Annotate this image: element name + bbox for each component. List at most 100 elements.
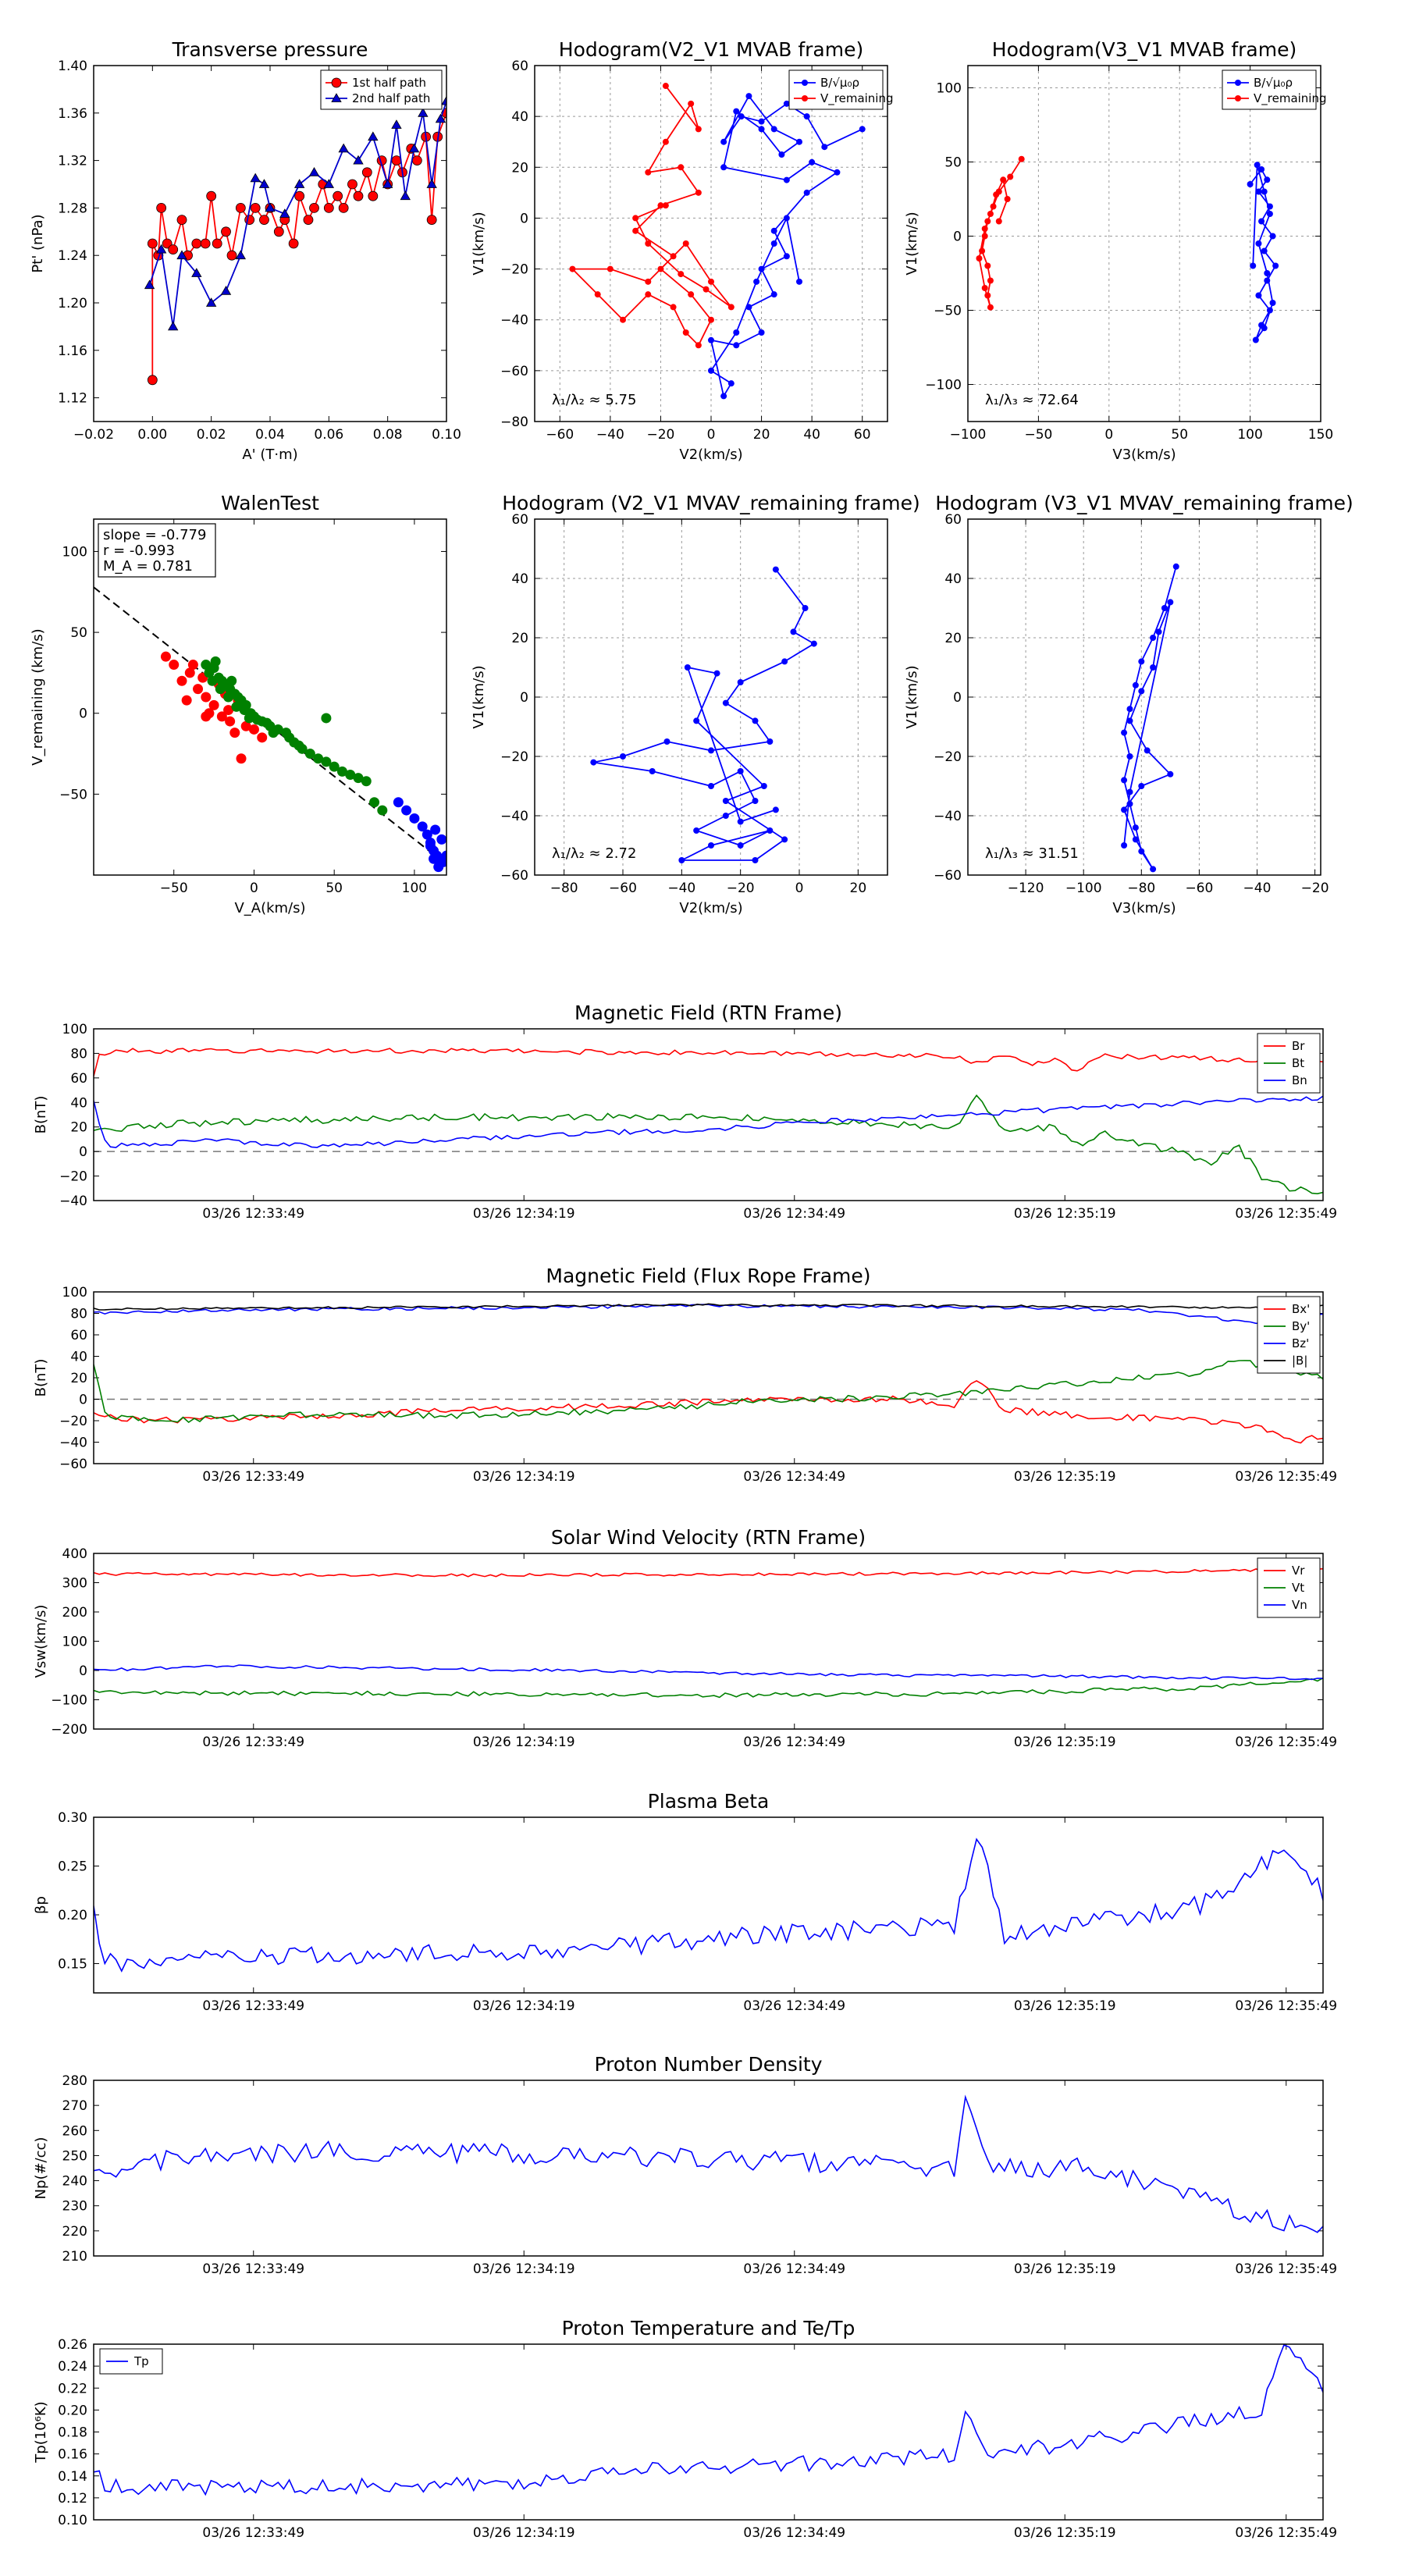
legend-box — [320, 69, 443, 110]
panel-tp: Transverse pressure −0.02 0.00 0.02 0.04 0.06… — [30, 38, 461, 463]
y-tick-label: 0 — [79, 1393, 87, 1408]
series-b-sqrt-mu0-rho- — [1247, 162, 1279, 343]
axes-frame — [93, 1028, 1324, 1201]
y-axis-label: Vsw(km/s) — [33, 1605, 49, 1678]
panel-wt: WalenTest −50 0 50 100 −50 0 50 100 V_A(km/s) V_re… — [30, 492, 447, 916]
data-point — [361, 776, 372, 787]
x-tick-label: 03/26 12:35:49 — [1235, 1998, 1337, 2014]
x-tick-label: 0 — [707, 427, 716, 443]
y-tick-label: −20 — [500, 262, 528, 278]
data-point — [1261, 188, 1268, 195]
legend-label: B/√μ₀ρ — [1254, 76, 1293, 90]
legend-label: Vr — [1292, 1564, 1305, 1578]
data-point — [708, 783, 714, 789]
series-v-remaining — [976, 155, 1025, 311]
data-point — [778, 151, 785, 158]
data-point — [258, 179, 270, 188]
y-tick-label: 0 — [79, 706, 87, 722]
series-v-remaining — [590, 566, 817, 863]
y-tick-label: 280 — [62, 2073, 87, 2089]
series-line — [1249, 165, 1277, 341]
data-point — [781, 658, 788, 665]
y-axis-label: V1(km/s) — [904, 212, 920, 275]
x-tick-label: 03/26 12:34:49 — [743, 1998, 845, 2014]
data-point — [727, 380, 735, 387]
data-point — [662, 202, 669, 209]
x-tick-label: −20 — [727, 881, 755, 896]
x-tick-label: −120 — [1008, 881, 1044, 896]
y-tick-label: −100 — [925, 378, 962, 393]
data-point — [1018, 155, 1025, 162]
stats-line: r = -0.993 — [103, 543, 175, 559]
data-point — [1272, 262, 1279, 269]
data-point — [708, 336, 714, 343]
x-tick-label: 20 — [753, 427, 770, 443]
data-point — [790, 628, 797, 635]
data-point — [733, 329, 740, 336]
data-point — [401, 805, 412, 816]
x-tick-label: 03/26 12:33:49 — [202, 1469, 304, 1485]
data-point — [987, 304, 994, 311]
y-tick-label: 80 — [70, 1307, 87, 1322]
y-tick-label: 0 — [520, 690, 528, 706]
data-point — [1138, 848, 1145, 855]
series-line — [94, 1360, 1323, 1424]
data-point — [693, 717, 700, 724]
series-vt — [94, 1677, 1323, 1699]
legend-label: Tp — [133, 2354, 149, 2368]
data-point — [708, 747, 714, 754]
data-point — [1264, 270, 1271, 276]
data-point — [221, 226, 231, 237]
data-point — [303, 215, 314, 226]
data-point — [620, 753, 626, 760]
data-point — [176, 250, 187, 260]
data-point — [981, 285, 988, 291]
x-tick-label: 03/26 12:35:49 — [1235, 1735, 1337, 1750]
x-tick-label: 0.00 — [137, 427, 167, 443]
y-tick-label: 1.36 — [58, 106, 87, 122]
data-point — [745, 93, 752, 100]
data-point — [1126, 788, 1133, 795]
axes-frame — [93, 1553, 1324, 1730]
legend-box — [788, 69, 884, 110]
data-point — [155, 244, 167, 254]
y-tick-label: 0 — [953, 229, 962, 245]
data-point — [304, 749, 315, 760]
chart-title: Proton Temperature and Te/Tp — [562, 2317, 855, 2339]
data-point — [649, 768, 656, 774]
data-point — [147, 375, 158, 386]
data-point — [1155, 628, 1162, 635]
data-point — [279, 208, 290, 218]
panel-vsw: Solar Wind Velocity (RTN Frame) 03/26 12:… — [33, 1526, 1337, 1750]
series-middle — [201, 656, 388, 816]
legend-label: 2nd half path — [352, 91, 430, 105]
legend-marker — [1235, 95, 1241, 101]
x-tick-label: 03/26 12:35:49 — [1235, 2261, 1337, 2277]
series-b-sqrt-mu0-rho- — [708, 93, 866, 400]
data-point — [645, 278, 652, 285]
x-tick-label: 03/26 12:35:19 — [1014, 1469, 1116, 1485]
data-point — [984, 292, 991, 299]
y-tick-label: 210 — [62, 2249, 87, 2265]
data-point — [1258, 218, 1265, 225]
chart-title: Magnetic Field (Flux Rope Frame) — [546, 1265, 870, 1287]
y-tick-label: 20 — [70, 1120, 87, 1136]
x-axis-label: V3(km/s) — [1112, 447, 1176, 463]
x-tick-label: 20 — [850, 881, 867, 896]
x-tick-label: 03/26 12:35:49 — [1235, 1206, 1337, 1222]
data-point — [225, 716, 236, 727]
x-tick-label: 03/26 12:34:19 — [473, 1206, 575, 1222]
y-tick-label: 60 — [944, 512, 962, 528]
y-tick-label: 0.16 — [58, 2447, 87, 2463]
data-point — [708, 316, 714, 323]
axes-frame — [967, 65, 1321, 422]
data-point — [783, 176, 790, 183]
data-point — [265, 202, 276, 212]
series-line — [94, 1379, 1323, 1444]
data-point — [1261, 325, 1268, 332]
data-point — [235, 250, 247, 260]
y-axis-label: V1(km/s) — [471, 665, 487, 728]
y-tick-label: −40 — [500, 313, 528, 329]
series-vr — [94, 1567, 1323, 1578]
y-tick-label: 1.24 — [58, 248, 87, 264]
